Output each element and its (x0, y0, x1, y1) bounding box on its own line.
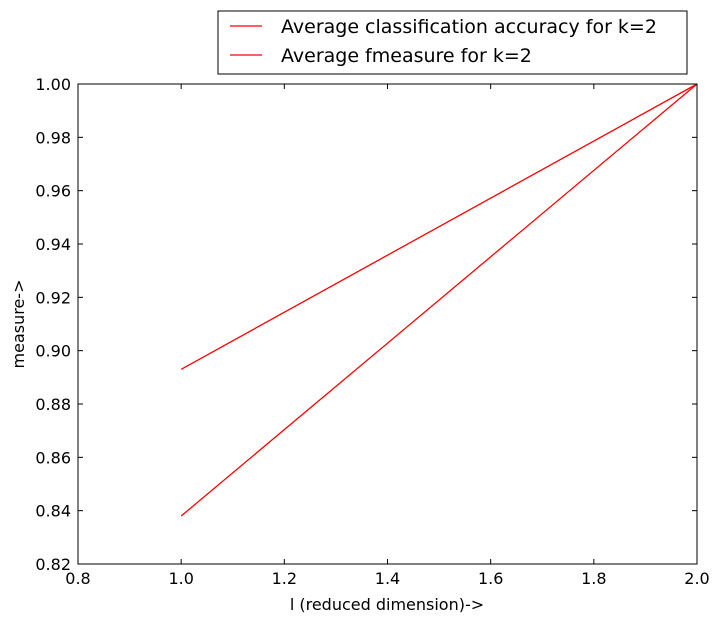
legend-label: Average fmeasure for k=2 (281, 45, 532, 67)
y-tick-label: 0.84 (35, 502, 71, 521)
x-axis-ticks: 0.8 1.0 1.2 1.4 1.6 1.8 2.0 (65, 84, 710, 588)
series-line-2 (180, 83, 698, 517)
legend-box (217, 10, 688, 75)
legend-label: Average classification accuracy for k=2 (281, 16, 657, 38)
x-axis-label: l (reduced dimension)-> (290, 595, 484, 614)
y-tick-label: 0.90 (35, 342, 71, 361)
x-tick-label: 0.8 (65, 569, 90, 588)
y-tick-label: 0.98 (35, 128, 71, 147)
y-tick-label: 0.88 (35, 395, 71, 414)
y-tick-label: 0.92 (35, 288, 71, 307)
y-tick-label: 0.82 (35, 555, 71, 574)
x-tick-label: 1.6 (478, 569, 503, 588)
x-tick-label: 1.4 (375, 569, 400, 588)
x-tick-label: 1.0 (168, 569, 193, 588)
plot-lines (180, 83, 698, 517)
y-tick-label: 1.00 (35, 75, 71, 94)
x-tick-label: 2.0 (684, 569, 709, 588)
y-axis-ticks: 0.82 0.84 0.86 0.88 0.90 0.92 0.94 0.96 0.98 1.00 (35, 75, 697, 574)
x-tick-label: 1.2 (272, 569, 297, 588)
y-tick-label: 0.94 (35, 235, 71, 254)
series-line-1 (180, 83, 698, 370)
plot-frame (77, 83, 698, 565)
y-tick-label: 0.86 (35, 448, 71, 467)
y-axis-label: measure-> (9, 280, 28, 369)
x-tick-label: 1.8 (581, 569, 606, 588)
y-tick-label: 0.96 (35, 182, 71, 201)
legend: Average classification accuracy for k=2 A… (217, 10, 688, 75)
